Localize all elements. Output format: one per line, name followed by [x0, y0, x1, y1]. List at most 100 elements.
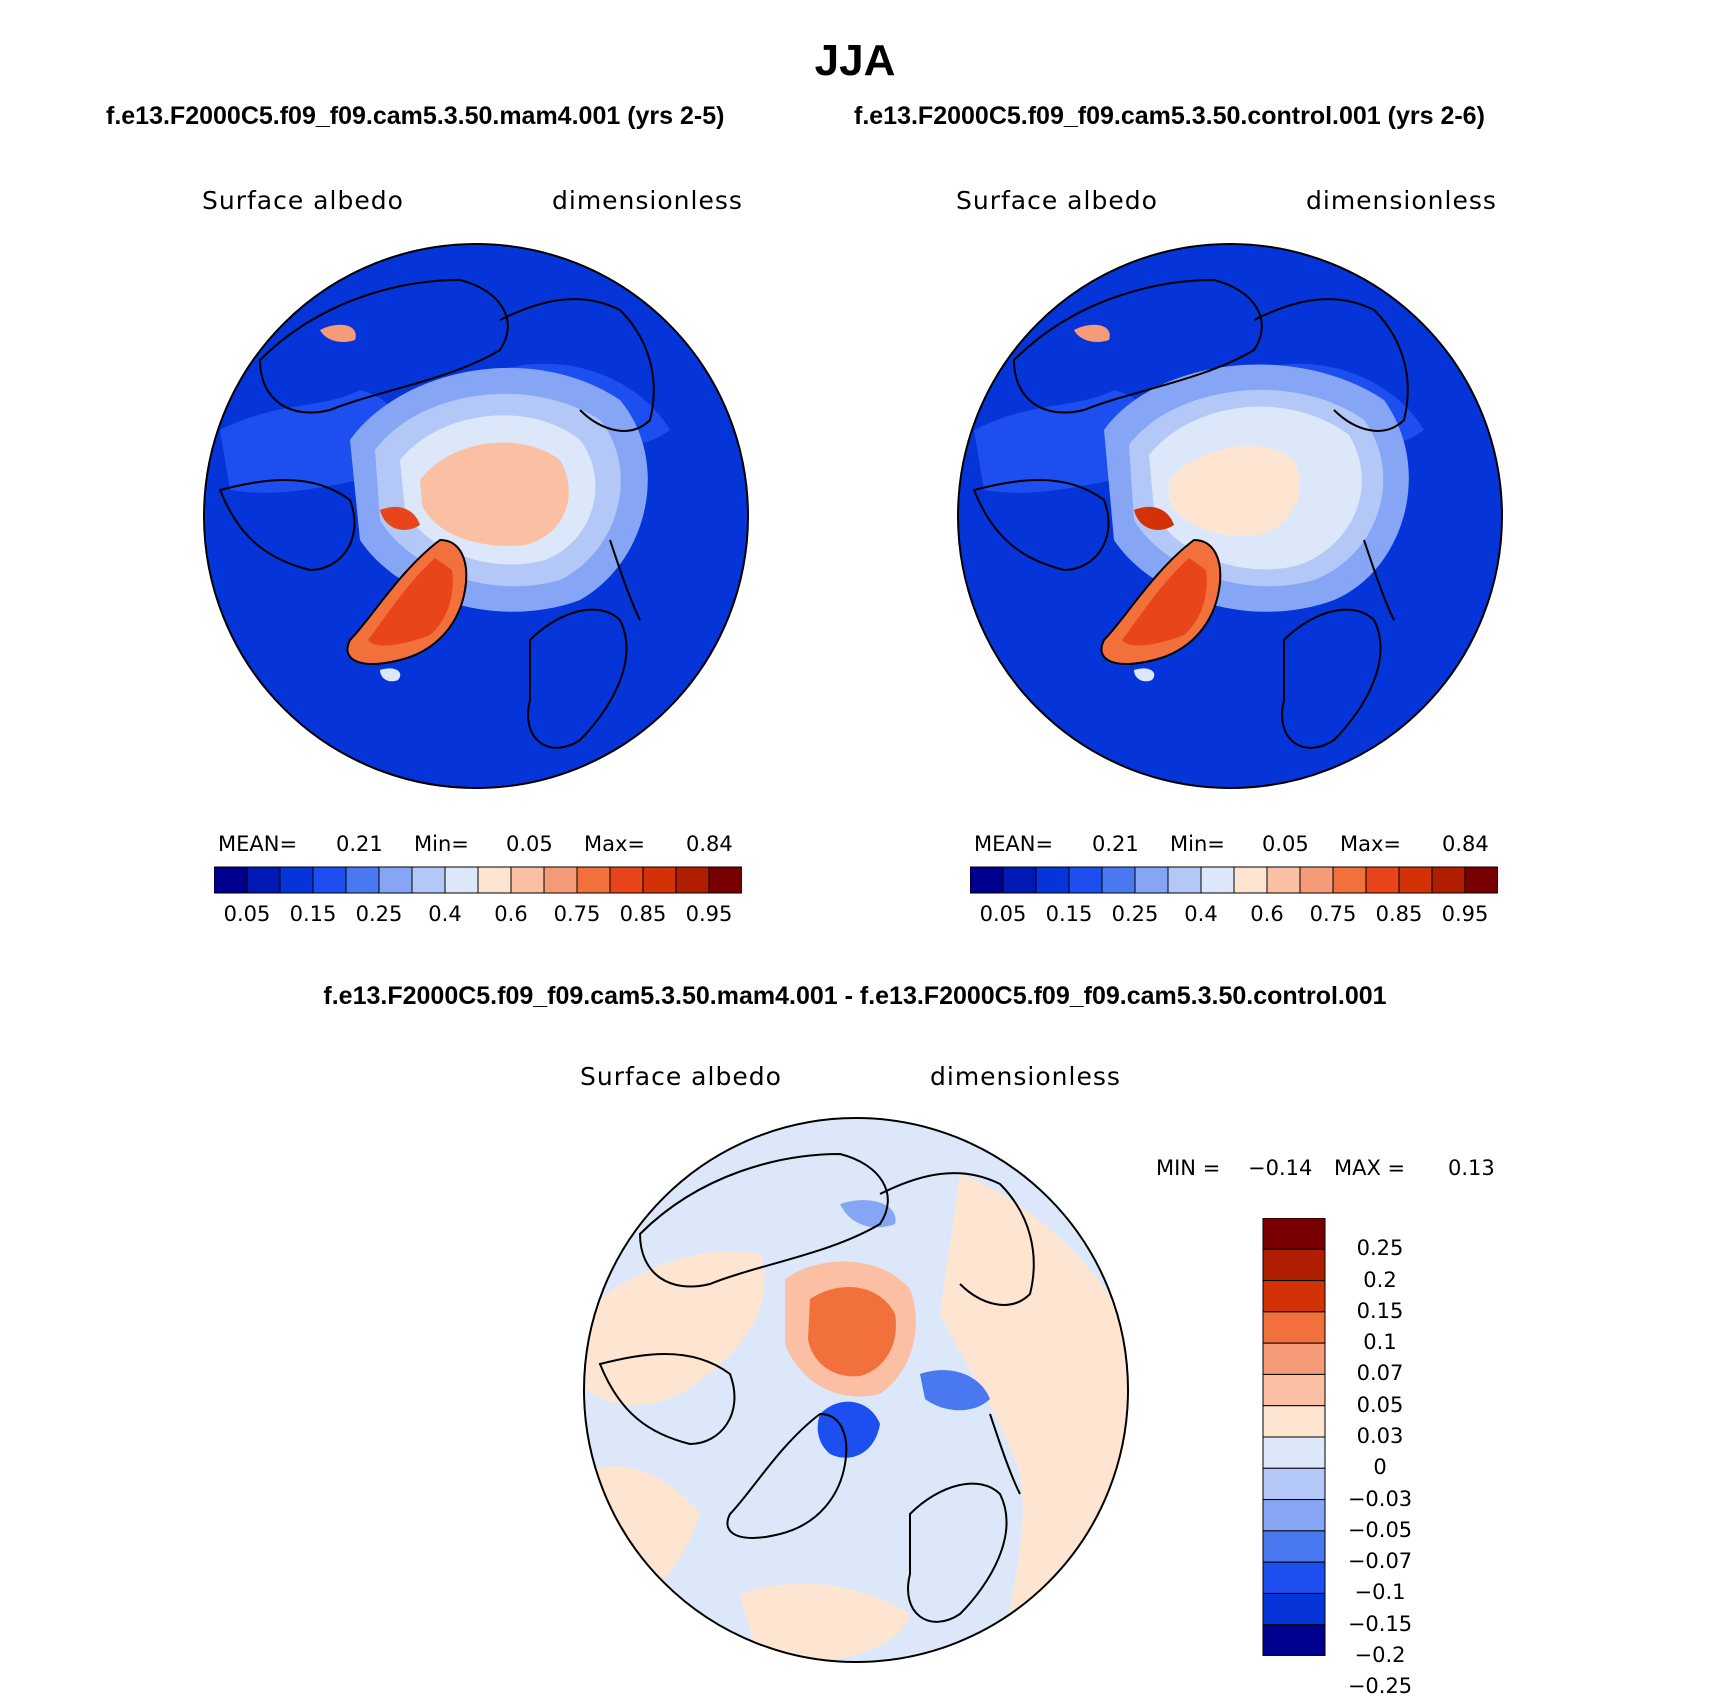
left-min-value: 0.05 [506, 832, 553, 856]
iceland-ice [380, 668, 401, 682]
colorbar-swatch [411, 866, 446, 894]
ellesmere-ice [1134, 506, 1174, 530]
colorbar-swatch [477, 866, 512, 894]
coastline-canada [218, 479, 356, 572]
colorbar-tick-label: 0.07 [1356, 1361, 1404, 1386]
left-polar-map [203, 243, 749, 789]
left-min-label: Min= [414, 832, 469, 856]
coastline-europe [907, 1482, 1008, 1623]
colorbar-swatch [1299, 866, 1334, 894]
colorbar-swatch [1262, 1248, 1326, 1282]
left-case-title: f.e13.F2000C5.f09_f09.cam5.3.50.mam4.001… [106, 102, 725, 130]
colorbar-swatch [1262, 1530, 1326, 1563]
alaska-ice [1074, 324, 1110, 342]
coastline-north [638, 1152, 889, 1288]
colorbar-tick-label: 0.15 [1045, 902, 1093, 926]
sea-ice-core [420, 442, 569, 546]
right-colorbar [970, 866, 1498, 894]
diff-negative-region [817, 1401, 880, 1458]
colorbar-tick-label: 0.05 [979, 902, 1027, 926]
left-colorbar [214, 866, 742, 894]
sea-ice-core [1169, 446, 1300, 536]
diff-min-value: −0.14 [1248, 1156, 1313, 1180]
colorbar-tick-label: 0.05 [1356, 1392, 1404, 1417]
left-mean-value: 0.21 [336, 832, 383, 856]
colorbar-swatch [1167, 866, 1202, 894]
colorbar-swatch [1262, 1311, 1326, 1344]
diff-colorbar-labels: 0.25 0.2 0.15 0.1 0.07 0.05 0.03 0 −0.03 −0.05 −0.… [1332, 1218, 1492, 1698]
left-colorbar-labels: 0.05 0.15 0.25 0.4 0.6 0.75 0.85 0.95 [214, 902, 742, 932]
colorbar-tick-label: 0.05 [223, 902, 271, 926]
colorbar-tick-label: 0.15 [1356, 1298, 1404, 1323]
right-variable-label: Surface albedo [956, 186, 1158, 215]
difference-polar-map [583, 1117, 1129, 1663]
colorbar-tick-label: 0.25 [355, 902, 403, 926]
map-border [957, 243, 1503, 789]
left-units-label: dimensionless [552, 186, 743, 215]
coastline-europe [527, 608, 628, 749]
colorbar-tick-label: −0.25 [1347, 1674, 1413, 1698]
colorbar-swatch [708, 866, 742, 894]
colorbar-swatch [576, 866, 611, 894]
colorbar-tick-label: −0.03 [1347, 1486, 1413, 1511]
colorbar-tick-label: −0.1 [1354, 1580, 1406, 1605]
diff-min-label: MIN = [1156, 1156, 1221, 1180]
right-mean-value: 0.21 [1092, 832, 1139, 856]
colorbar-tick-label: 0.1 [1363, 1330, 1397, 1355]
right-mean-label: MEAN= [974, 832, 1054, 856]
colorbar-tick-label: 0.2 [1363, 1267, 1397, 1292]
colorbar-swatch [1332, 866, 1367, 894]
colorbar-swatch [1262, 1467, 1326, 1501]
right-max-label: Max= [1340, 832, 1402, 856]
coastline-north [258, 278, 509, 414]
left-variable-label: Surface albedo [202, 186, 404, 215]
colorbar-swatch [1262, 1342, 1326, 1375]
right-case-title: f.e13.F2000C5.f09_f09.cam5.3.50.control.… [854, 102, 1485, 130]
colorbar-tick-label: 0 [1373, 1455, 1387, 1480]
map-border [203, 243, 749, 789]
alaska-ice [320, 324, 356, 342]
colorbar-tick-label: 0.4 [1184, 902, 1218, 926]
diff-max-label: MAX = [1334, 1156, 1406, 1180]
diff-variable-label: Surface albedo [580, 1062, 782, 1091]
diff-colorbar [1262, 1218, 1326, 1656]
coastline-europe [1281, 608, 1382, 749]
colorbar-swatch [444, 866, 479, 894]
coastline-novaya [1363, 539, 1395, 621]
colorbar-tick-label: 0.95 [1441, 902, 1489, 926]
left-max-label: Max= [584, 832, 646, 856]
colorbar-tick-label: −0.05 [1347, 1517, 1413, 1542]
colorbar-swatch [1262, 1436, 1326, 1469]
diff-units-label: dimensionless [930, 1062, 1121, 1091]
colorbar-swatch [1101, 866, 1136, 894]
colorbar-tick-label: 0.85 [619, 902, 667, 926]
colorbar-swatch [510, 866, 545, 894]
coastline-novaya [989, 1413, 1021, 1495]
diff-sea-ice-increase-core [808, 1287, 896, 1377]
colorbar-swatch [1035, 866, 1070, 894]
colorbar-swatch [312, 866, 347, 894]
right-max-value: 0.84 [1442, 832, 1489, 856]
colorbar-swatch [1262, 1405, 1326, 1438]
greenland-core [1122, 558, 1207, 646]
colorbar-tick-label: 0.6 [1250, 902, 1284, 926]
colorbar-swatch [1262, 1561, 1326, 1594]
coastline-siberia [879, 1172, 1035, 1306]
colorbar-tick-label: 0.75 [1309, 902, 1357, 926]
ellesmere-ice [380, 506, 420, 530]
colorbar-swatch [345, 866, 380, 894]
colorbar-swatch [279, 866, 314, 894]
colorbar-swatch [675, 866, 710, 894]
colorbar-swatch [543, 866, 578, 894]
diff-negative-region [920, 1370, 990, 1411]
colorbar-swatch [1068, 866, 1103, 894]
diff-max-value: 0.13 [1448, 1156, 1495, 1180]
right-units-label: dimensionless [1306, 186, 1497, 215]
left-max-value: 0.84 [686, 832, 733, 856]
right-polar-map [957, 243, 1503, 789]
iceland-ice [1134, 668, 1155, 682]
colorbar-swatch [1233, 866, 1268, 894]
colorbar-tick-label: 0.25 [1111, 902, 1159, 926]
colorbar-swatch [1262, 1624, 1326, 1656]
coastline-greenland [1100, 538, 1222, 665]
